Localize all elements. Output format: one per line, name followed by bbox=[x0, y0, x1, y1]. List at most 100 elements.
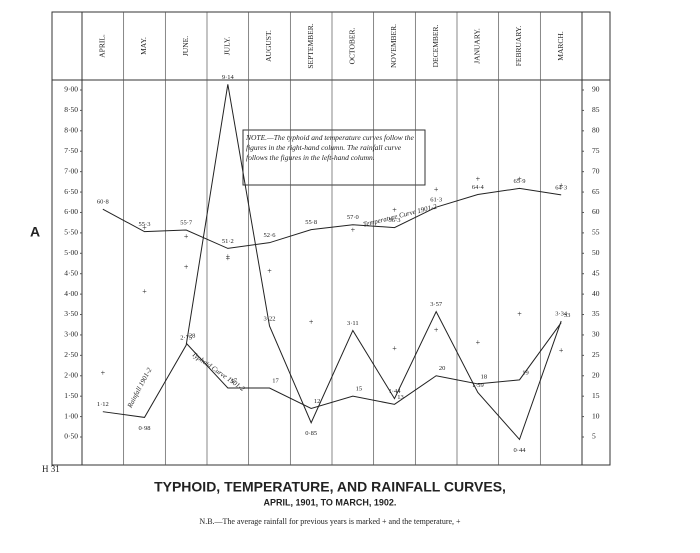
x-tick-label: JANUARY. bbox=[473, 28, 482, 64]
y-tick-label: 1·50 bbox=[64, 391, 78, 400]
value-label: 3·34 bbox=[555, 311, 568, 318]
average-marker: + bbox=[351, 226, 356, 235]
y2-tick-label: 90 bbox=[592, 85, 600, 94]
value-label: 17 bbox=[272, 377, 279, 384]
y-tick-label: 9·00 bbox=[64, 85, 78, 94]
y2-tick-label: 75 bbox=[592, 146, 600, 155]
y-tick-label: 3·00 bbox=[64, 330, 78, 339]
y-tick-label: 4·50 bbox=[64, 268, 78, 277]
y2-tick-label: 50 bbox=[592, 248, 600, 257]
y2-tick-label: 40 bbox=[592, 289, 600, 298]
y-tick-label: 0·50 bbox=[64, 432, 78, 441]
value-label: 28 bbox=[189, 333, 196, 340]
average-marker: + bbox=[226, 254, 231, 263]
value-label: 55·3 bbox=[139, 221, 151, 228]
y2-tick-label: 65 bbox=[592, 187, 600, 196]
y-tick-label: 1·00 bbox=[64, 411, 78, 420]
y-tick-label: 6·50 bbox=[64, 187, 78, 196]
value-label: 2·75 bbox=[180, 335, 192, 342]
value-label: 13 bbox=[397, 394, 404, 401]
y-tick-label: 8·00 bbox=[64, 126, 78, 135]
value-label: 57·0 bbox=[347, 214, 359, 221]
chart-subtitle: APRIL, 1901, TO MARCH, 1902. bbox=[264, 497, 397, 507]
y-tick-label: 5·00 bbox=[64, 248, 78, 257]
average-marker: + bbox=[142, 224, 147, 233]
x-tick-label: FEBRUARY. bbox=[514, 26, 523, 67]
value-label: 64·4 bbox=[472, 184, 485, 191]
value-label: 9·14 bbox=[222, 74, 235, 81]
y2-tick-label: 5 bbox=[592, 432, 596, 441]
x-tick-label: SEPTEMBER. bbox=[306, 23, 315, 68]
value-label: 0·85 bbox=[305, 430, 317, 437]
value-label: 55·7 bbox=[180, 220, 193, 227]
series-name: Rainfall 1901-2 bbox=[125, 366, 153, 410]
value-label: 55·8 bbox=[305, 219, 317, 226]
average-marker: + bbox=[392, 205, 397, 214]
x-tick-label: JUNE. bbox=[181, 36, 190, 56]
value-label: 1·44 bbox=[389, 388, 402, 395]
note: NOTE.—The typhoid and temperature curves… bbox=[246, 133, 414, 162]
value-label: 64·3 bbox=[555, 184, 567, 191]
series-line bbox=[102, 84, 562, 441]
average-marker: + bbox=[392, 344, 397, 353]
average-marker: + bbox=[226, 252, 231, 261]
y2-tick-label: 15 bbox=[592, 391, 600, 400]
value-label: 52·6 bbox=[264, 232, 277, 239]
series-line bbox=[102, 187, 562, 249]
value-label: 18 bbox=[481, 373, 488, 380]
x-tick-label: DECEMBER. bbox=[431, 25, 440, 68]
average-marker: + bbox=[267, 266, 272, 275]
y2-tick-label: 25 bbox=[592, 350, 600, 359]
value-label: 51·2 bbox=[222, 238, 234, 245]
page-label: A bbox=[30, 224, 40, 240]
average-marker: + bbox=[184, 232, 189, 241]
y2-tick-label: 45 bbox=[592, 268, 600, 277]
x-tick-label: APRIL. bbox=[98, 34, 107, 58]
value-label: 56·3 bbox=[389, 217, 401, 224]
y-tick-label: 8·50 bbox=[64, 105, 78, 114]
value-label: 0·98 bbox=[139, 425, 151, 432]
y2-tick-label: 85 bbox=[592, 105, 600, 114]
average-marker: + bbox=[142, 287, 147, 296]
average-marker: + bbox=[476, 338, 481, 347]
y-tick-label: 7·00 bbox=[64, 166, 78, 175]
average-marker: + bbox=[309, 318, 314, 327]
y-tick-label: 6·00 bbox=[64, 207, 78, 216]
note-box bbox=[242, 129, 426, 186]
value-label: 3·11 bbox=[347, 320, 359, 327]
chart-title: TYPHOID, TEMPERATURE, AND RAINFALL CURVE… bbox=[154, 479, 506, 495]
average-marker: + bbox=[476, 175, 481, 184]
y-tick-label: 2·50 bbox=[64, 350, 78, 359]
y2-tick-label: 60 bbox=[592, 207, 600, 216]
value-label: 1·59 bbox=[472, 382, 484, 389]
value-label: 19 bbox=[522, 369, 529, 376]
average-marker: + bbox=[184, 262, 189, 271]
value-label: 3·22 bbox=[264, 315, 276, 322]
average-marker: + bbox=[434, 185, 439, 194]
footnote: N.B.—The average rainfall for previous y… bbox=[199, 517, 461, 526]
x-tick-label: JULY. bbox=[223, 37, 232, 56]
average-marker: + bbox=[101, 369, 106, 378]
x-tick-label: NOVEMBER. bbox=[389, 24, 398, 68]
value-label: 65·9 bbox=[514, 178, 526, 185]
series-name: Typhoid Curve 1901-2 bbox=[190, 350, 246, 393]
plate-label: H 31 bbox=[42, 464, 60, 474]
value-label: 1·12 bbox=[97, 401, 109, 408]
value-label: 12 bbox=[314, 398, 321, 405]
y2-tick-label: 20 bbox=[592, 370, 600, 379]
value-label: 60·8 bbox=[97, 199, 109, 206]
y2-tick-label: 70 bbox=[592, 166, 600, 175]
x-tick-label: OCTOBER. bbox=[348, 28, 357, 65]
series-line bbox=[185, 322, 562, 409]
y-tick-label: 7·50 bbox=[64, 146, 78, 155]
value-label: 3·57 bbox=[430, 301, 443, 308]
value-label: 17 bbox=[231, 377, 238, 384]
x-tick-label: AUGUST. bbox=[264, 30, 273, 62]
y-tick-label: 5·50 bbox=[64, 228, 78, 237]
value-label: 33 bbox=[564, 312, 571, 319]
average-marker: + bbox=[517, 175, 522, 184]
x-tick-label: MAY. bbox=[139, 37, 148, 55]
y2-tick-label: 55 bbox=[592, 228, 600, 237]
